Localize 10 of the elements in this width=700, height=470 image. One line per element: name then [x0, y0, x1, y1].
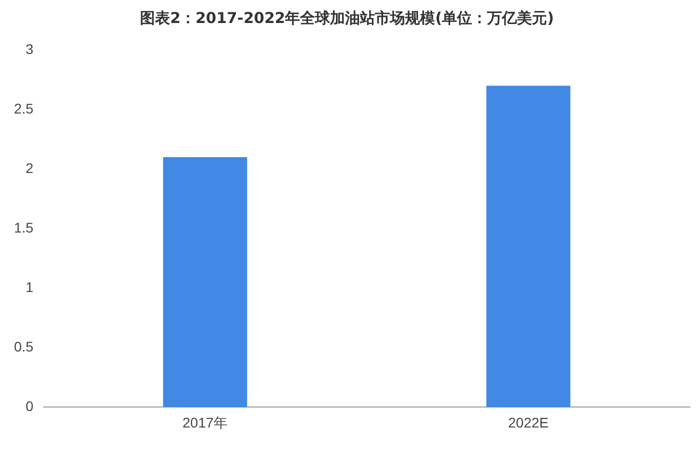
x-tick-label: 2017年: [182, 414, 228, 430]
x-tick-label: 2022E: [508, 414, 549, 430]
y-tick-label: 2: [26, 160, 34, 176]
y-tick-label: 3: [26, 40, 34, 57]
y-tick-label: 1.5: [14, 219, 34, 236]
y-tick-label: 2.5: [14, 100, 34, 116]
y-tick-label: 1: [26, 278, 34, 295]
y-tick-label: 0: [26, 398, 34, 414]
chart-title: 图表2：2017-2022年全球加油站市场规模(单位：万亿美元): [140, 8, 554, 27]
y-tick-label: 0.5: [14, 338, 34, 355]
